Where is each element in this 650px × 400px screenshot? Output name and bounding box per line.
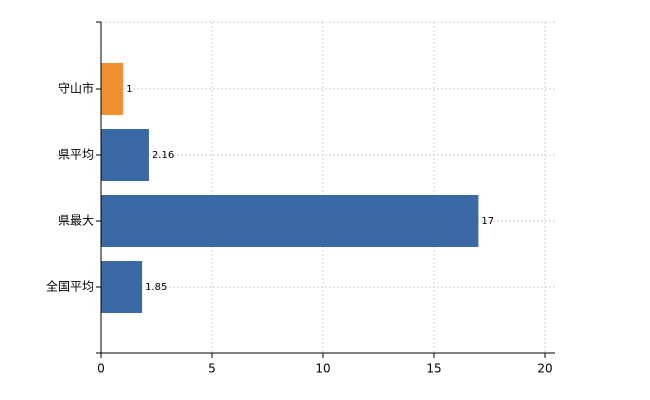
bar xyxy=(101,129,149,181)
y-tick-label: 県平均 xyxy=(58,148,94,162)
x-tick-label: 5 xyxy=(208,362,216,376)
y-tick-label: 県最大 xyxy=(58,214,94,228)
x-tick-label: 10 xyxy=(315,362,330,376)
bar xyxy=(101,63,124,115)
x-tick-label: 15 xyxy=(426,362,441,376)
y-tick-label: 守山市 xyxy=(58,81,94,96)
value-label: 17 xyxy=(481,216,494,227)
y-tick-label: 全国平均 xyxy=(46,279,94,294)
x-tick-label: 20 xyxy=(537,362,552,376)
value-label: 2.16 xyxy=(152,150,174,161)
bar xyxy=(101,261,143,313)
bar xyxy=(101,195,479,247)
x-tick-label: 0 xyxy=(97,362,105,376)
value-label: 1.85 xyxy=(145,282,167,293)
value-label: 1 xyxy=(126,84,132,95)
